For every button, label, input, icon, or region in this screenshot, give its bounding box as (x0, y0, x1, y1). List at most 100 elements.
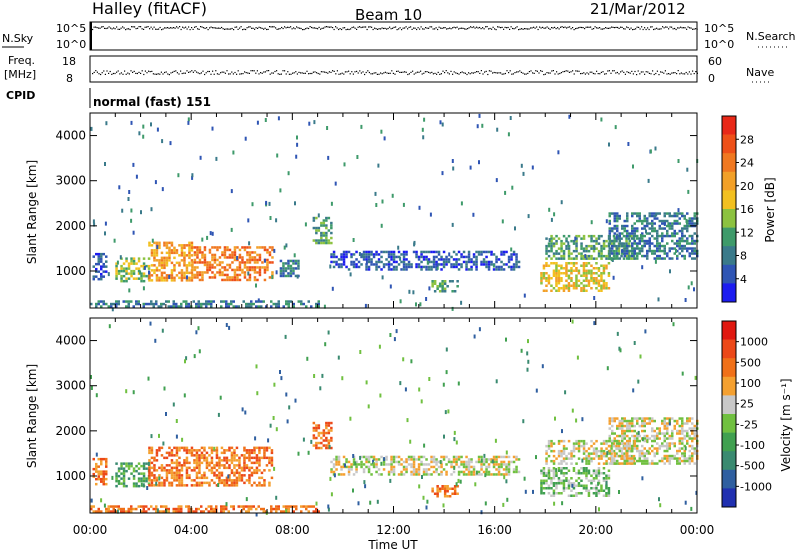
echo-cell (605, 447, 608, 450)
freq-point (383, 72, 384, 73)
echo-cell (483, 263, 486, 266)
nsky-point (386, 29, 387, 30)
noise-cell (615, 125, 617, 129)
noise-cell (505, 338, 507, 342)
echo-cell (171, 242, 174, 245)
freq-point (334, 71, 335, 72)
echo-cell (270, 510, 273, 513)
echo-cell (553, 252, 556, 255)
echo-cell (626, 445, 629, 448)
echo-cell (161, 464, 164, 467)
echo-cell (234, 246, 237, 249)
echo-cell (175, 508, 178, 511)
echo-cell (621, 447, 624, 450)
freq-point (631, 71, 632, 72)
echo-cell (256, 459, 259, 462)
echo-cell (208, 464, 211, 467)
echo-cell (548, 282, 551, 285)
nsky-point (566, 27, 567, 28)
nsky-point (139, 26, 140, 27)
echo-cell (320, 242, 323, 245)
echo-cell (580, 485, 583, 488)
echo-cell (641, 247, 644, 250)
echo-cell (196, 452, 199, 455)
echo-cell (605, 442, 608, 445)
freq-point (463, 72, 464, 73)
echo-cell (679, 222, 682, 225)
echo-cell (185, 303, 188, 306)
echo-cell (148, 449, 151, 452)
nsky-point (476, 27, 477, 28)
echo-cell (403, 263, 406, 266)
nsky-point (355, 28, 356, 29)
echo-cell (686, 435, 689, 438)
echo-cell (153, 257, 156, 260)
echo-cell (118, 505, 121, 508)
echo-cell (593, 442, 596, 445)
noise-cell (191, 173, 193, 177)
echo-cell (251, 467, 254, 470)
echo-cell (288, 508, 291, 511)
freq-point (503, 73, 504, 74)
echo-cell (583, 265, 586, 268)
freq-point (444, 72, 445, 73)
nsky-point (308, 28, 309, 29)
echo-cell (415, 253, 418, 256)
echo-cell (211, 467, 214, 470)
freq-point (281, 74, 282, 75)
echo-cell (603, 265, 606, 268)
echo-cell (664, 425, 667, 428)
echo-cell (330, 429, 333, 432)
echo-cell (400, 268, 403, 271)
echo-cell (209, 261, 212, 264)
echo-cell (390, 458, 393, 461)
echo-cell (181, 474, 184, 477)
nsky-point (548, 28, 549, 29)
echo-cell (238, 474, 241, 477)
echo-cell (568, 457, 571, 460)
echo-cell (611, 230, 614, 233)
echo-cell (295, 505, 298, 508)
echo-cell (488, 471, 491, 474)
echo-cell (218, 474, 221, 477)
echo-cell (453, 461, 456, 464)
echo-cell (209, 264, 212, 267)
echo-cell (226, 276, 229, 279)
echo-cell (580, 290, 583, 293)
nsky-point (169, 28, 170, 29)
echo-cell (261, 246, 264, 249)
freq-point (622, 70, 623, 71)
echo-cell (156, 249, 159, 252)
echo-cell (616, 212, 619, 215)
echo-cell (666, 447, 669, 450)
echo-cell (100, 463, 103, 466)
echo-cell (548, 487, 551, 490)
echo-cell (568, 247, 571, 250)
echo-cell (256, 484, 259, 487)
echo-cell (423, 468, 426, 471)
freq-point (569, 72, 570, 73)
echo-cell (238, 472, 241, 475)
echo-cell (248, 505, 251, 508)
echo-cell (158, 264, 161, 267)
cpid-mode-text: normal (fast) 151 (93, 95, 211, 109)
nsky-point (613, 27, 614, 28)
freq-point (126, 74, 127, 75)
echo-cell (593, 282, 596, 285)
echo-cell (644, 455, 647, 458)
cpid-label: CPID (6, 89, 35, 102)
echo-cell (585, 442, 588, 445)
noise-cell (458, 382, 460, 386)
echo-cell (340, 256, 343, 259)
echo-cell (188, 249, 191, 252)
echo-cell (233, 479, 236, 482)
echo-cell (563, 450, 566, 453)
echo-cell (553, 272, 556, 275)
noise-cell (104, 231, 106, 235)
echo-cell (611, 430, 614, 433)
echo-cell (156, 277, 159, 280)
echo-cell (674, 455, 677, 458)
echo-cell (435, 251, 438, 254)
echo-cell (199, 261, 202, 264)
echo-cell (98, 255, 101, 258)
